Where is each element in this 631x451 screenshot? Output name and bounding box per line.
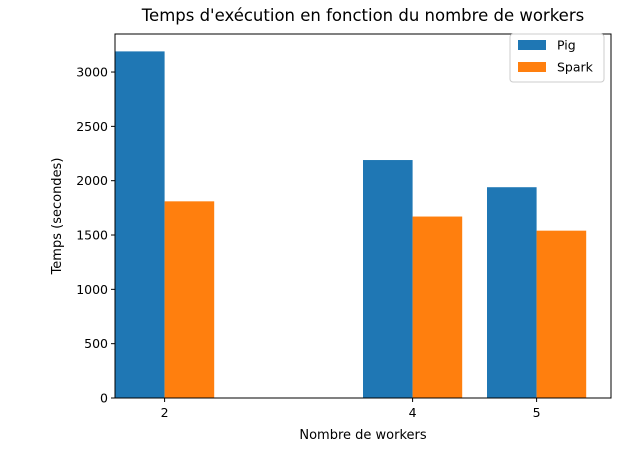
bar-pig-2 — [115, 51, 165, 398]
y-tick-label: 0 — [100, 391, 108, 406]
y-tick-label: 1500 — [76, 228, 108, 243]
y-tick-label: 2000 — [76, 173, 108, 188]
bar-spark-4 — [412, 216, 463, 398]
legend-label-spark: Spark — [557, 60, 594, 75]
bar-spark-5 — [536, 230, 587, 398]
plot-frame — [114, 33, 612, 399]
bar-pig-4 — [363, 160, 413, 398]
x-tick-label: 2 — [161, 405, 169, 420]
x-tick-label: 4 — [409, 405, 417, 420]
legend-label-pig: Pig — [557, 38, 576, 53]
bar-pig-5 — [487, 187, 537, 398]
x-axis-ticks: 2 4 5 — [161, 398, 541, 420]
x-tick-label: 5 — [533, 405, 541, 420]
y-tick-label: 3000 — [76, 65, 108, 80]
y-tick-label: 2500 — [76, 119, 108, 134]
x-axis-label: Nombre de workers — [299, 428, 427, 443]
bar-spark-2 — [164, 201, 215, 398]
bars-group — [115, 51, 587, 398]
y-axis-label: Temps (secondes) — [50, 158, 65, 276]
y-tick-label: 1000 — [76, 282, 108, 297]
y-axis-ticks: 0 500 1000 1500 2000 2500 3000 — [76, 65, 115, 406]
chart-title: Temps d'exécution en fonction du nombre … — [141, 6, 584, 25]
legend-swatch-spark — [518, 62, 546, 72]
legend: Pig Spark — [509, 33, 605, 83]
legend-swatch-pig — [518, 40, 546, 50]
y-tick-label: 500 — [84, 336, 108, 351]
